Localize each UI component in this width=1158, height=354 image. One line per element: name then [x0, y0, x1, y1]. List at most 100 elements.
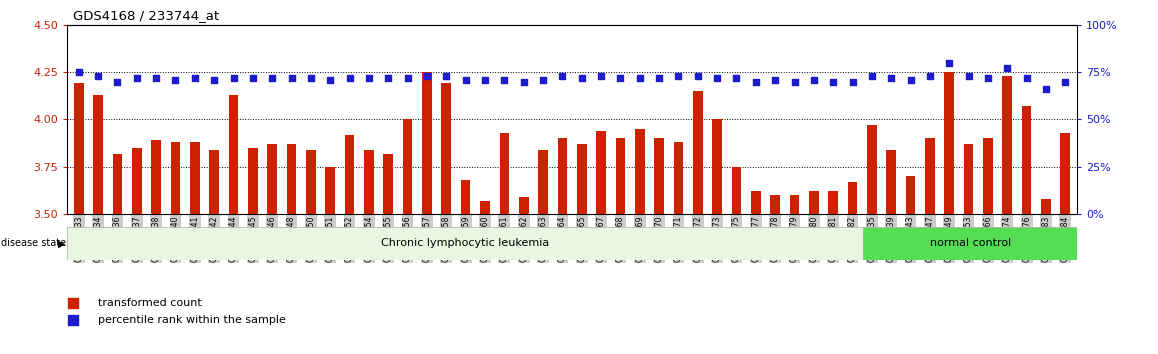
- Bar: [906, 176, 916, 214]
- Bar: [190, 142, 199, 214]
- Bar: [228, 95, 239, 214]
- Bar: [886, 150, 896, 214]
- Point: [89, 73, 108, 79]
- Point: [379, 75, 397, 81]
- Bar: [248, 148, 258, 214]
- Bar: [441, 84, 452, 214]
- Bar: [461, 180, 470, 214]
- Point: [1036, 86, 1055, 92]
- Point: [979, 75, 997, 81]
- Bar: [557, 138, 567, 214]
- Bar: [596, 131, 606, 214]
- Point: [127, 75, 146, 81]
- Point: [147, 75, 166, 81]
- Point: [727, 75, 746, 81]
- Bar: [809, 192, 819, 214]
- Bar: [152, 140, 161, 214]
- Text: normal control: normal control: [930, 238, 1011, 249]
- Point: [108, 79, 126, 84]
- Point: [456, 77, 475, 82]
- Bar: [712, 119, 721, 214]
- Bar: [132, 148, 141, 214]
- Bar: [481, 201, 490, 214]
- Bar: [1021, 106, 1032, 214]
- Bar: [790, 195, 799, 214]
- Point: [630, 75, 648, 81]
- Bar: [945, 72, 954, 214]
- Bar: [867, 125, 877, 214]
- Bar: [306, 150, 316, 214]
- Point: [243, 75, 262, 81]
- Point: [64, 300, 82, 306]
- Text: percentile rank within the sample: percentile rank within the sample: [98, 315, 286, 325]
- Bar: [1061, 133, 1070, 214]
- Point: [863, 73, 881, 79]
- Bar: [925, 138, 935, 214]
- Point: [263, 75, 281, 81]
- Bar: [345, 135, 354, 214]
- Bar: [616, 138, 625, 214]
- Text: disease state: disease state: [1, 238, 66, 249]
- Bar: [267, 144, 277, 214]
- Bar: [828, 192, 838, 214]
- Bar: [577, 144, 587, 214]
- Point: [747, 79, 765, 84]
- Bar: [210, 150, 219, 214]
- Point: [514, 79, 533, 84]
- Bar: [538, 150, 548, 214]
- Point: [398, 75, 417, 81]
- Bar: [383, 154, 393, 214]
- Point: [998, 65, 1017, 71]
- Point: [321, 77, 339, 82]
- Point: [360, 75, 379, 81]
- Point: [959, 73, 977, 79]
- Point: [496, 77, 514, 82]
- Point: [69, 69, 88, 75]
- Bar: [635, 129, 645, 214]
- Point: [669, 73, 688, 79]
- Bar: [325, 167, 335, 214]
- Point: [592, 73, 610, 79]
- Point: [1018, 75, 1036, 81]
- Point: [650, 75, 668, 81]
- Point: [882, 75, 901, 81]
- Bar: [692, 91, 703, 214]
- Bar: [674, 142, 683, 214]
- Bar: [732, 167, 741, 214]
- Point: [572, 75, 591, 81]
- Point: [301, 75, 320, 81]
- Point: [708, 75, 726, 81]
- Point: [824, 79, 843, 84]
- Point: [225, 75, 243, 81]
- Point: [64, 318, 82, 323]
- Bar: [67, 227, 864, 260]
- Point: [785, 79, 804, 84]
- Bar: [519, 197, 528, 214]
- Bar: [864, 227, 1077, 260]
- Bar: [499, 133, 510, 214]
- Point: [185, 75, 204, 81]
- Point: [205, 77, 223, 82]
- Point: [340, 75, 359, 81]
- Bar: [287, 144, 296, 214]
- Point: [476, 77, 494, 82]
- Bar: [74, 84, 83, 214]
- Point: [554, 73, 572, 79]
- Bar: [423, 72, 432, 214]
- Bar: [1003, 76, 1012, 214]
- Point: [843, 79, 862, 84]
- Point: [689, 73, 708, 79]
- Point: [418, 73, 437, 79]
- Bar: [752, 192, 761, 214]
- Text: GDS4168 / 233744_at: GDS4168 / 233744_at: [73, 9, 219, 22]
- Point: [901, 77, 919, 82]
- Bar: [1041, 199, 1050, 214]
- Point: [534, 77, 552, 82]
- Point: [283, 75, 301, 81]
- Point: [167, 77, 185, 82]
- Text: transformed count: transformed count: [98, 298, 203, 308]
- Text: Chronic lymphocytic leukemia: Chronic lymphocytic leukemia: [381, 238, 549, 249]
- Bar: [654, 138, 664, 214]
- Text: ▶: ▶: [58, 238, 65, 249]
- Point: [765, 77, 784, 82]
